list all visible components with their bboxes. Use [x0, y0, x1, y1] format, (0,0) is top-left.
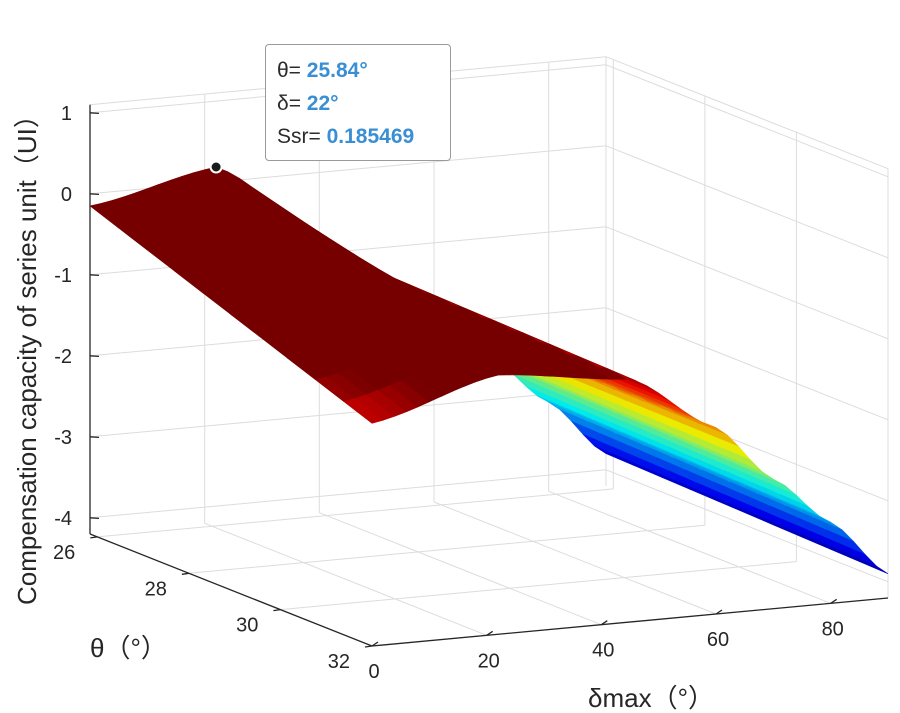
x-tick-label: 40 — [592, 640, 614, 662]
grid-line — [89, 469, 607, 519]
grid-line — [605, 307, 889, 421]
grid-line — [97, 488, 614, 538]
y-tick-label: 30 — [236, 615, 258, 637]
z-tick-label: -1 — [54, 265, 72, 287]
datatip-theta-value: 25.84° — [306, 59, 368, 82]
z-axis-label: Compensation capacity of series unit（UI） — [12, 102, 42, 605]
surface-plot — [89, 166, 889, 574]
datatip-ssr-value: 0.185469 — [326, 125, 415, 148]
z-tick — [89, 517, 100, 520]
grid-line — [605, 226, 889, 340]
datatip-ssr-row: Ssr= 0.185469 — [277, 125, 450, 158]
y-tick — [181, 572, 189, 575]
x-tick — [830, 598, 838, 604]
x-tick-label: 60 — [707, 629, 729, 651]
z-tick — [89, 436, 100, 439]
y-tick-label: 26 — [53, 542, 75, 564]
x-axis-label: δmax（°） — [588, 683, 714, 713]
grid-line — [280, 561, 797, 611]
grid-line — [204, 522, 487, 636]
surface-patch — [848, 553, 889, 574]
x-tick-label: 80 — [822, 618, 844, 640]
datatip-ssr-label: Ssr= — [277, 125, 321, 148]
grid-line — [605, 64, 889, 178]
datatip-marker[interactable] — [209, 160, 223, 174]
y-axis-label: θ（°） — [90, 633, 167, 663]
x-tick — [600, 620, 608, 626]
y-axis-line — [89, 533, 373, 647]
z-tick — [89, 274, 100, 277]
x-tick — [715, 609, 723, 615]
grid-line — [188, 524, 705, 574]
x-tick — [486, 630, 494, 636]
z-tick-label: -2 — [54, 346, 72, 368]
grid-line — [548, 490, 831, 604]
y-tick-label: 32 — [328, 651, 350, 673]
z-tick-label: -4 — [54, 508, 72, 530]
grid-line — [89, 388, 607, 438]
x-tick-label: 20 — [478, 650, 500, 672]
z-tick — [89, 355, 100, 358]
z-tick — [89, 193, 100, 196]
y-tick — [273, 608, 281, 612]
y-tick — [90, 536, 98, 539]
grid-line — [433, 501, 717, 615]
z-tick-label: -3 — [54, 427, 72, 449]
z-tick-label: 0 — [61, 184, 72, 206]
datatip-delta-value: 22° — [306, 92, 339, 115]
datatip-theta-row: θ= 25.84° — [277, 59, 450, 92]
x-tick — [371, 641, 379, 647]
datatip-delta-row: δ= 22° — [277, 92, 450, 125]
z-tick-label: 1 — [61, 103, 72, 125]
grid-line — [605, 56, 889, 170]
y-tick — [364, 645, 373, 648]
z-tick — [89, 112, 100, 115]
x-axis-line — [371, 597, 889, 647]
grid-line — [605, 469, 889, 583]
datatip: θ= 25.84° δ= 22° Ssr= 0.185469 — [265, 44, 451, 161]
y-tick-label: 28 — [145, 578, 167, 600]
datatip-delta-label: δ= — [277, 92, 301, 115]
grid-line — [319, 512, 602, 626]
datatip-theta-label: θ= — [277, 59, 301, 82]
x-tick-label: 0 — [368, 661, 379, 683]
grid-line — [605, 145, 889, 259]
